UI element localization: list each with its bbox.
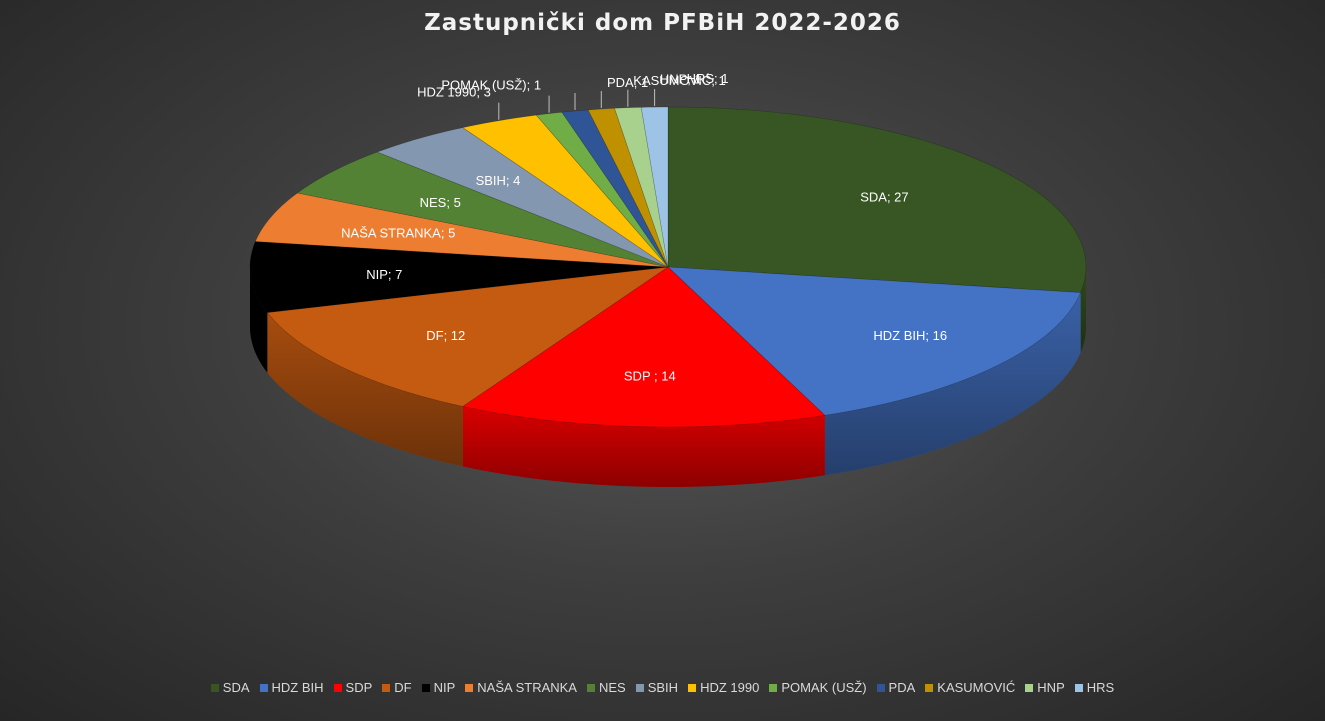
legend-swatch [210, 683, 219, 692]
pie-slice-hrs [640, 106, 669, 268]
data-label-sdp: SDP ; 14 [624, 369, 676, 384]
legend-item-pda: PDA [876, 680, 916, 695]
pie-slice-sbih [376, 127, 669, 268]
data-label-pda: PDA; 1 [607, 75, 648, 90]
legend-item-hnp: HNP [1025, 680, 1065, 695]
legend-swatch [635, 683, 644, 692]
legend-label: DF [394, 680, 412, 695]
chart-title: Zastupnički dom PFBiH 2022-2026 [424, 10, 901, 36]
legend-item-sbih: SBIH [635, 680, 679, 695]
pie-side-sdp-shade [462, 406, 825, 487]
legend-swatch [421, 683, 430, 692]
legend-swatch [382, 683, 391, 692]
legend-label: SDP [345, 680, 373, 695]
legend-item-nip: NIP [421, 680, 456, 695]
pie-side-nip-shade [250, 267, 268, 373]
data-label-kasumovi: KASUMOVIĆ; 1 [633, 73, 725, 88]
data-label-sbih: SBIH; 4 [476, 173, 521, 188]
legend-swatch [769, 683, 778, 692]
legend-swatch [876, 683, 885, 692]
pie-labels: SDA; 27 HDZ BIH; 16 SDP ; 14 DF; 12 NIP; 7 NA… [341, 71, 947, 384]
legend-swatch [259, 683, 268, 692]
data-label-hrs: HRS; 1 [687, 71, 729, 86]
pie-side-df-shade [267, 312, 463, 467]
pie-slice-hdz-bih [667, 266, 1082, 416]
data-label-na-a-stranka: NAŠA STRANKA; 5 [341, 226, 455, 241]
legend-swatch [333, 683, 342, 692]
legend-swatch [688, 683, 697, 692]
legend-label: KASUMOVIĆ [937, 680, 1016, 695]
legend-label: HDZ 1990 [700, 680, 760, 695]
legend-label: NAŠA STRANKA [477, 680, 577, 695]
chart-legend: SDA HDZ BIH SDP DF NIP NAŠA STRANKA NES SBIH HDZ… [0, 680, 1325, 695]
pie-side-hdz-bih-shade [824, 292, 1081, 476]
legend-label: SDA [222, 680, 250, 695]
pie-slice-sda [667, 106, 1087, 293]
legend-item-sda: SDA [210, 680, 250, 695]
legend-label: HRS [1086, 680, 1115, 695]
legend-label: NIP [433, 680, 456, 695]
data-label-df: DF; 12 [426, 328, 465, 343]
legend-label: HDZ BIH [271, 680, 324, 695]
pie-slice-nes [296, 151, 669, 268]
pie-slice-hdz-1990 [462, 114, 669, 268]
legend-label: SBIH [647, 680, 679, 695]
legend-item-hrs: HRS [1074, 680, 1115, 695]
data-label-sda: SDA; 27 [860, 189, 908, 204]
legend-item-pomak-us: POMAK (USŽ) [769, 680, 867, 695]
pie-slice-df [266, 266, 669, 407]
data-label-hdz-1990: HDZ 1990; 3 [417, 85, 491, 100]
legend-item-kasumovi: KASUMOVIĆ [925, 680, 1015, 695]
legend-item-sdp: SDP [333, 680, 373, 695]
legend-label: NES [598, 680, 626, 695]
pie-tops [249, 106, 1087, 428]
pie-sides [250, 267, 1086, 487]
data-label-pomak-us: POMAK (USŽ); 1 [441, 78, 541, 93]
legend-swatch [1025, 683, 1034, 692]
data-label-hdz-bih: HDZ BIH; 16 [873, 328, 947, 343]
legend-label: HNP [1037, 680, 1065, 695]
legend-item-na-a-stranka: NAŠA STRANKA [465, 680, 577, 695]
pie-side-sda-shade [1080, 267, 1086, 353]
legend-label: PDA [888, 680, 916, 695]
legend-label: POMAK (USŽ) [781, 680, 867, 695]
legend-item-df: DF [382, 680, 412, 695]
legend-item-nes: NES [586, 680, 626, 695]
legend-swatch [586, 683, 595, 692]
pie-slice-nip [249, 241, 669, 313]
legend-swatch [925, 683, 934, 692]
legend-item-hdz-bih: HDZ BIH [259, 680, 324, 695]
pie-slice-sdp [462, 266, 826, 428]
legend-item-hdz-1990: HDZ 1990 [688, 680, 759, 695]
data-label-nes: NES; 5 [420, 195, 461, 210]
pie-slice-na-a-stranka [254, 192, 669, 268]
data-label-hnp: HNP; 1 [660, 72, 702, 87]
data-label-nip: NIP; 7 [366, 267, 402, 282]
legend-swatch [1074, 683, 1083, 692]
legend-swatch [465, 683, 474, 692]
